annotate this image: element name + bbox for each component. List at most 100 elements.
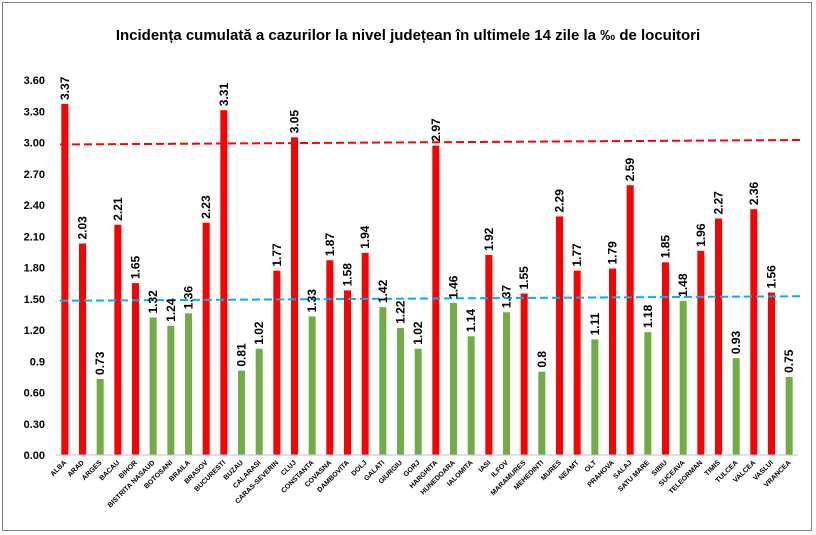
bar xyxy=(591,339,599,455)
bar xyxy=(750,209,758,455)
y-tick-label: 0.30 xyxy=(24,419,45,431)
bar xyxy=(609,268,616,455)
bar xyxy=(414,348,422,455)
data-label: 2.23 xyxy=(199,195,213,219)
data-label: 0.75 xyxy=(782,349,796,373)
y-tick-label: 2.10 xyxy=(24,231,45,243)
bar xyxy=(520,293,528,455)
data-label: 2.29 xyxy=(553,189,567,213)
y-tick-label: 2.40 xyxy=(24,200,45,212)
data-label: 2.21 xyxy=(111,197,125,221)
y-tick-label: 0.00 xyxy=(24,450,45,462)
data-label: 1.33 xyxy=(305,289,319,313)
threshold-line-low xyxy=(59,295,801,302)
data-label: 1.02 xyxy=(252,321,266,345)
bar xyxy=(132,283,139,455)
bar xyxy=(202,222,210,455)
x-tick-label: DAMBOVITA xyxy=(316,459,351,494)
data-label: 3.37 xyxy=(58,76,72,100)
bar xyxy=(344,290,351,455)
bar xyxy=(96,378,104,455)
y-tick-label: 1.20 xyxy=(24,325,45,337)
x-tick-label: TELEORMAN xyxy=(668,459,704,495)
bar xyxy=(644,332,652,455)
bar xyxy=(326,260,334,455)
threshold-lines xyxy=(59,139,801,302)
bar xyxy=(697,250,705,455)
data-label: 1.24 xyxy=(164,298,178,322)
bar xyxy=(379,307,387,455)
data-label: 0.8 xyxy=(535,351,549,368)
data-label: 1.48 xyxy=(676,273,690,297)
bar xyxy=(361,252,369,455)
data-label: 1.96 xyxy=(694,223,708,247)
bar xyxy=(715,218,722,455)
data-label: 2.36 xyxy=(747,181,761,205)
data-label: 1.32 xyxy=(146,290,160,314)
data-label: 1.56 xyxy=(765,265,779,289)
data-label: 1.14 xyxy=(464,309,478,333)
bars xyxy=(61,103,793,456)
bar xyxy=(167,325,175,455)
data-label: 1.18 xyxy=(641,304,655,328)
data-label: 2.59 xyxy=(623,158,637,182)
data-labels: 3.37 2.03 0.73 2.21 1.651.32 1.24 1.36 2.23 3.31… xyxy=(58,76,796,375)
data-label: 2.27 xyxy=(712,191,726,215)
bar xyxy=(679,300,687,455)
y-tick-label: 0.9 xyxy=(30,356,45,368)
data-label: 1.65 xyxy=(129,255,143,279)
chart-title: Incidența cumulată a cazurilor la nivel … xyxy=(115,27,701,44)
bar xyxy=(467,336,475,455)
bar xyxy=(79,243,86,455)
bar xyxy=(308,316,316,455)
data-label: 1.02 xyxy=(411,321,425,345)
data-label: 1.92 xyxy=(482,227,496,251)
data-label: 0.73 xyxy=(93,351,107,375)
data-label: 1.79 xyxy=(606,241,620,265)
data-label: 1.94 xyxy=(358,225,372,249)
data-label: 1.46 xyxy=(447,275,461,299)
bar xyxy=(556,216,563,455)
x-tick-label: NEAMT xyxy=(558,459,581,482)
bar xyxy=(432,145,440,455)
data-label: 1.87 xyxy=(323,233,337,257)
data-label: 1.22 xyxy=(394,300,408,324)
bar xyxy=(291,137,298,455)
x-tick-label: OLT xyxy=(584,459,599,474)
y-tick-label: 3.60 xyxy=(24,75,45,87)
data-label: 0.93 xyxy=(729,330,743,354)
threshold-line-high xyxy=(59,139,801,146)
bar xyxy=(732,358,740,455)
y-axis: 0.00 0.30 0.60 0.9 1.20 1.50 1.80 2.10 2.40 2.70 3… xyxy=(24,75,45,462)
y-tick-label: 3.30 xyxy=(24,106,45,118)
data-label: 2.03 xyxy=(76,216,90,240)
data-label: 2.97 xyxy=(429,118,443,142)
bar xyxy=(149,317,157,455)
bar xyxy=(538,371,546,455)
bar xyxy=(185,313,192,455)
data-label: 1.11 xyxy=(588,312,602,335)
bar xyxy=(397,327,404,455)
data-label: 1.77 xyxy=(270,243,284,267)
bar xyxy=(626,185,634,456)
bar xyxy=(238,370,245,455)
bar xyxy=(273,270,281,455)
x-tick-label: IASI xyxy=(478,459,493,474)
bar xyxy=(662,262,669,455)
bar xyxy=(220,110,228,455)
y-tick-label: 0.60 xyxy=(24,388,45,400)
x-tick-label: ALBA xyxy=(50,459,69,478)
y-tick-label: 3.00 xyxy=(24,138,45,150)
data-label: 1.85 xyxy=(659,235,673,259)
data-label: 1.58 xyxy=(341,263,355,287)
bar xyxy=(255,348,263,455)
bar xyxy=(573,270,581,455)
data-label: 3.31 xyxy=(217,83,231,107)
data-label: 1.77 xyxy=(570,243,584,267)
bar xyxy=(785,376,793,455)
data-label: 1.37 xyxy=(500,285,514,309)
data-label: 1.55 xyxy=(517,266,531,290)
bar xyxy=(503,312,510,455)
